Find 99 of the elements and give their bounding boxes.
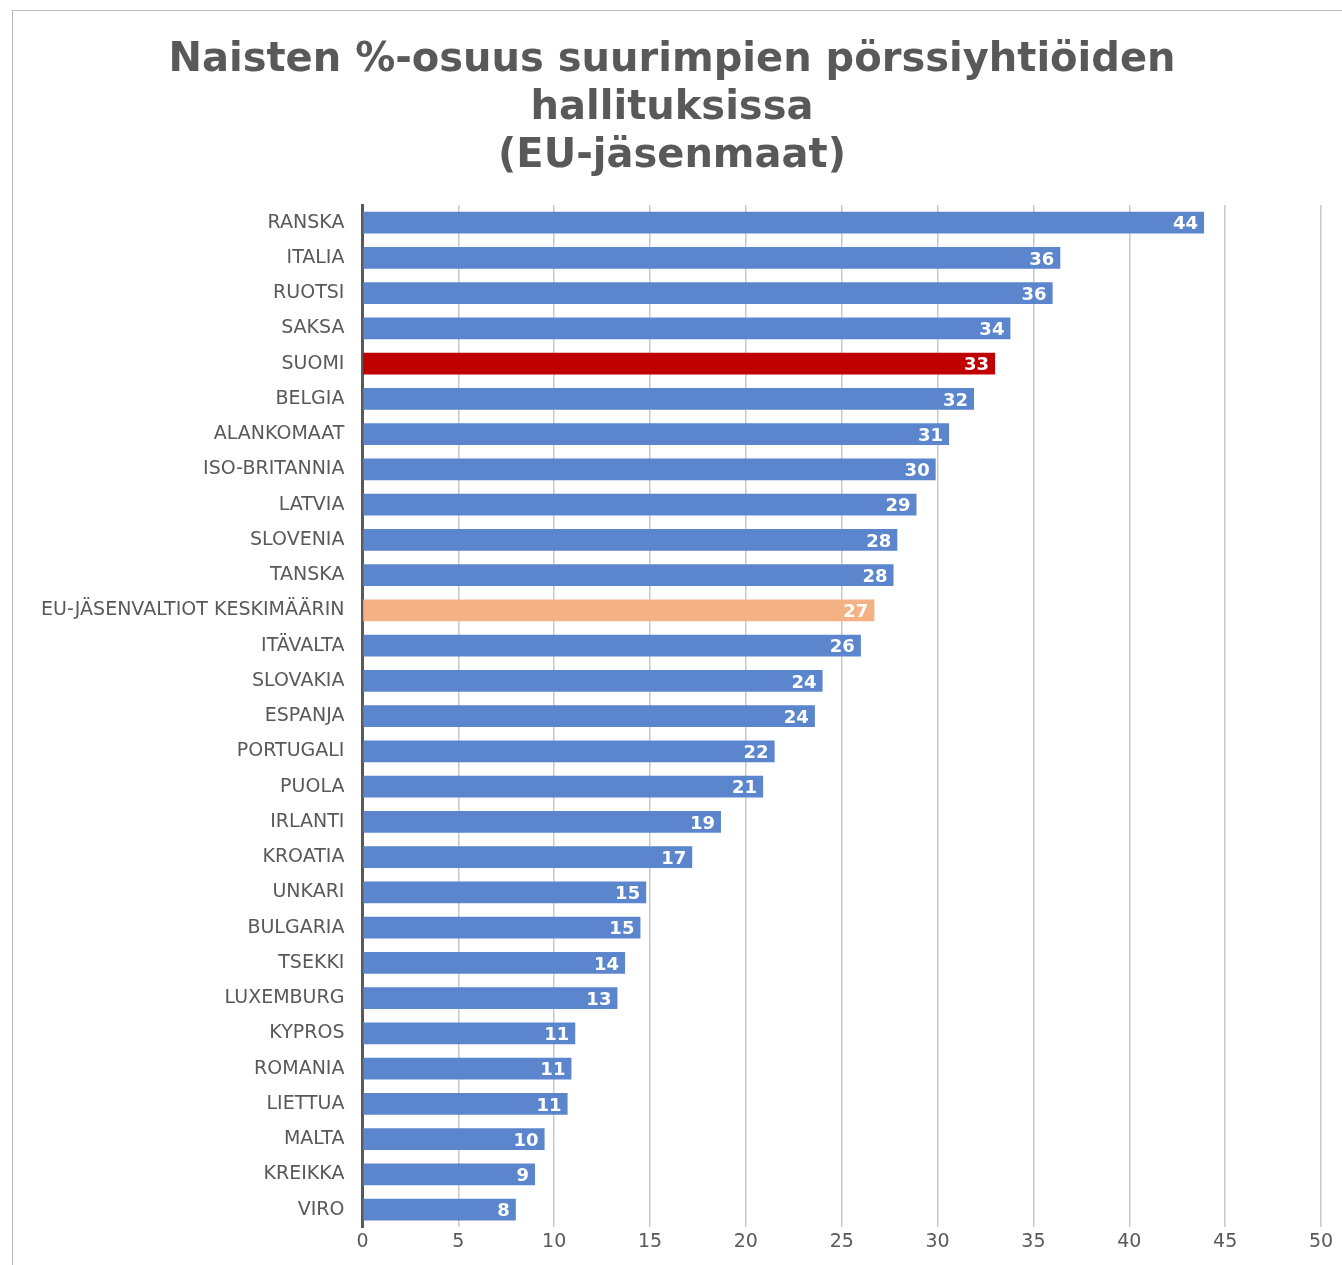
x-tick-label: 20 [733, 1228, 758, 1251]
y-tick-label: KYPROS [269, 1020, 345, 1043]
bar [363, 211, 1205, 234]
bar [363, 528, 898, 551]
x-tick-label: 45 [1213, 1228, 1238, 1251]
y-tick-label: PUOLA [280, 773, 345, 796]
data-label: 33 [964, 353, 990, 375]
bar [363, 740, 775, 763]
y-tick-label: LUXEMBURG [224, 985, 345, 1008]
x-tick-label: 50 [1308, 1228, 1334, 1251]
y-tick-label: SAKSA [281, 315, 345, 338]
y-tick-label: SUOMI [281, 350, 345, 373]
bar [363, 916, 641, 939]
bar [363, 705, 815, 728]
y-tick-label: LATVIA [278, 491, 345, 514]
data-label: 30 [904, 459, 930, 481]
x-tick-label: 40 [1117, 1228, 1142, 1251]
data-label: 27 [843, 600, 869, 622]
data-label: 24 [783, 705, 809, 727]
bar [363, 669, 823, 692]
y-tick-label: RUOTSI [273, 280, 345, 303]
data-label: 29 [885, 494, 911, 516]
bar [363, 1163, 535, 1186]
data-label: 31 [918, 423, 944, 445]
bar [363, 282, 1053, 305]
data-label: 26 [829, 635, 855, 657]
y-tick-label: BULGARIA [247, 914, 345, 937]
y-tick-label: ROMANIA [254, 1055, 345, 1078]
data-label: 15 [615, 882, 641, 904]
bar [363, 987, 618, 1010]
data-label: 22 [743, 741, 769, 763]
bar [363, 1057, 572, 1080]
data-label: 36 [1021, 282, 1047, 304]
data-label: 28 [866, 529, 892, 551]
x-tick-label: 10 [542, 1228, 567, 1251]
data-label: 11 [544, 1023, 570, 1045]
y-tick-label: TANSKA [268, 562, 345, 585]
data-label: 14 [594, 952, 620, 974]
data-label: 10 [513, 1128, 539, 1150]
x-tick-label: 5 [452, 1228, 465, 1251]
bar [363, 1198, 516, 1221]
data-label: 36 [1029, 247, 1055, 269]
y-tick-label: KREIKKA [263, 1161, 345, 1184]
bar [363, 1092, 568, 1115]
bar [363, 458, 936, 481]
data-label: 28 [862, 564, 888, 586]
data-label: 11 [540, 1058, 566, 1080]
bar [363, 881, 647, 904]
chart-title: Naisten %-osuus suurimpien pörssiyhtiöiden hallituksissa (EU-jäsenmaat) [168, 34, 1176, 177]
x-tick-label: 0 [356, 1228, 369, 1251]
y-tick-label: BELGIA [275, 385, 345, 408]
y-tick-label: ITALIA [286, 244, 345, 267]
bar [363, 352, 996, 375]
bar [363, 246, 1061, 269]
data-label: 24 [791, 670, 817, 692]
data-label: 11 [536, 1093, 562, 1115]
bar [363, 423, 950, 446]
y-tick-label: SLOVAKIA [252, 667, 345, 690]
y-tick-label: TSEKKI [277, 949, 345, 972]
y-tick-label: EU-JÄSENVALTIOT KESKIMÄÄRIN [41, 597, 345, 620]
y-tick-label: ITÄVALTA [261, 632, 345, 655]
data-label: 34 [979, 318, 1005, 340]
x-tick-label: 30 [925, 1228, 950, 1251]
x-tick-label: 15 [637, 1228, 663, 1251]
bar [363, 564, 894, 587]
data-label: 32 [942, 388, 969, 410]
y-tick-label: MALTA [283, 1126, 345, 1149]
y-tick-label: SLOVENIA [250, 526, 345, 549]
data-label: 15 [609, 917, 635, 939]
data-label: 8 [497, 1199, 510, 1221]
data-label: 21 [732, 776, 758, 798]
bar [363, 1022, 576, 1045]
data-label: 19 [689, 811, 715, 833]
y-tick-label: ISO-BRITANNIA [203, 456, 345, 479]
y-tick-label: KROATIA [262, 844, 345, 867]
data-label: 17 [661, 846, 687, 868]
bar [363, 951, 626, 974]
data-label: 13 [586, 987, 612, 1009]
bar [363, 634, 861, 657]
bar [363, 317, 1011, 340]
bar [363, 1128, 545, 1151]
y-tick-label: PORTUGALI [236, 738, 345, 761]
x-tick-label: 35 [1021, 1228, 1046, 1251]
bar [363, 599, 875, 622]
y-tick-label: RANSKA [267, 209, 345, 232]
bar [363, 846, 693, 869]
y-tick-label: ESPANJA [264, 703, 345, 726]
x-tick-label: 25 [829, 1228, 854, 1251]
data-label: 9 [516, 1164, 529, 1185]
y-tick-label: IRLANTI [270, 808, 345, 831]
bar [363, 493, 917, 516]
bar [363, 387, 975, 410]
y-tick-label: VIRO [297, 1196, 345, 1219]
data-label: 44 [1172, 212, 1199, 234]
y-tick-label: LIETTUA [266, 1090, 345, 1113]
y-tick-label: ALANKOMAAT [213, 421, 345, 444]
bar [363, 775, 764, 798]
bar [363, 810, 721, 833]
y-tick-label: UNKARI [272, 879, 345, 902]
